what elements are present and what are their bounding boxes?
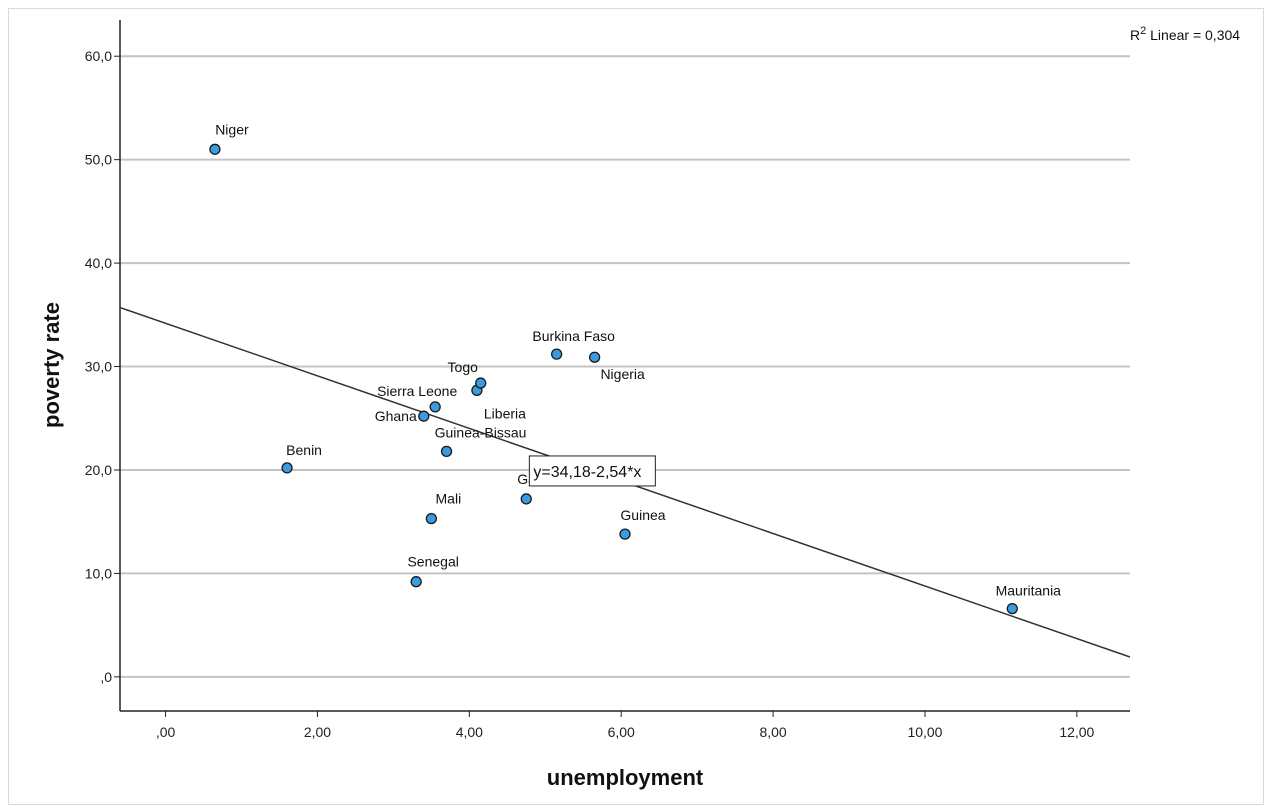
point-labels: Niger Benin Ghana Sierra Leone Guinea-Bissau… — [215, 121, 1061, 598]
x-tick-label: 4,00 — [456, 724, 483, 740]
x-tick-label: 8,00 — [759, 724, 786, 740]
r2-superscript: 2 — [1140, 25, 1146, 37]
x-tick-labels: ,00 2,00 4,00 6,00 8,00 10,00 12,00 — [156, 711, 1095, 740]
point-label: Senegal — [407, 554, 458, 570]
y-tick-label: ,0 — [100, 669, 112, 685]
point-label: Togo — [448, 359, 479, 375]
point-label: Burkina Faso — [532, 328, 615, 344]
point-label: Guinea-Bissau — [435, 424, 527, 440]
r2-label: R2 Linear = 0,304 — [1130, 25, 1240, 43]
point-label: Ghana — [375, 408, 417, 424]
y-tick-label: 20,0 — [85, 462, 112, 478]
chart-border — [8, 8, 1264, 805]
point-label: Guinea — [620, 507, 665, 523]
y-tick-label: 40,0 — [85, 255, 112, 271]
y-tick-label: 10,0 — [85, 565, 112, 581]
data-point — [281, 462, 293, 474]
equation-box: y=34,18-2,54*x — [528, 455, 656, 487]
equation-label: y=34,18-2,54*x — [533, 464, 641, 481]
y-tick-label: 30,0 — [85, 359, 112, 375]
data-point — [418, 410, 430, 422]
y-tick-label: 50,0 — [85, 152, 112, 168]
y-tick-labels: ,0 10,0 20,0 30,0 40,0 50,0 60,0 — [85, 48, 120, 685]
data-point — [520, 493, 532, 505]
y-axis-title: poverty rate — [39, 302, 64, 428]
point-label: Mauritania — [996, 583, 1062, 599]
data-point — [429, 401, 441, 413]
x-tick-label: 6,00 — [608, 724, 635, 740]
x-tick-label: 10,00 — [907, 724, 942, 740]
point-label: Niger — [215, 121, 249, 137]
point-label: Nigeria — [600, 366, 645, 382]
data-point — [1006, 602, 1018, 615]
data-point — [475, 377, 487, 389]
data-point — [619, 528, 631, 540]
x-axis-title: unemployment — [547, 765, 704, 790]
data-point — [440, 445, 453, 458]
point-label: Mali — [436, 491, 462, 507]
y-tick-label: 60,0 — [85, 48, 112, 64]
r2-text: Linear = 0,304 — [1146, 27, 1240, 43]
data-point — [588, 351, 601, 363]
data-point — [410, 576, 422, 588]
x-tick-label: 2,00 — [304, 724, 331, 740]
point-label: Benin — [286, 442, 322, 458]
point-label: Sierra Leone — [377, 383, 457, 399]
data-point — [209, 143, 221, 155]
point-label: Liberia — [484, 405, 526, 421]
x-tick-label: ,00 — [156, 724, 176, 740]
r2-prefix: R — [1130, 27, 1140, 43]
data-point — [551, 348, 563, 360]
x-tick-label: 12,00 — [1059, 724, 1094, 740]
data-point — [425, 512, 438, 525]
data-points — [209, 143, 1018, 615]
